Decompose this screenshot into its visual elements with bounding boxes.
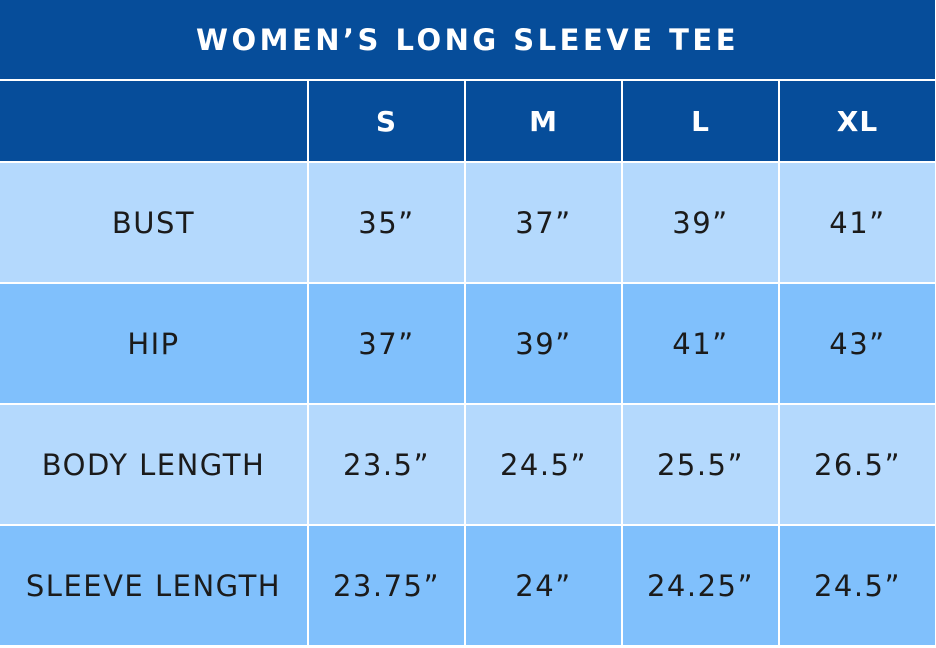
- header-corner-cell: [0, 81, 307, 161]
- sleeve-length-xl-cell: 24.5”: [780, 526, 935, 645]
- row-label-bust: BUST: [0, 163, 307, 282]
- row-label-body-length: BODY LENGTH: [0, 405, 307, 524]
- size-table: S M L XL BUST 35” 37” 39” 41” HIP 37” 39…: [0, 81, 935, 645]
- hip-m-cell: 39”: [466, 284, 621, 403]
- chart-title: WOMEN’S LONG SLEEVE TEE: [195, 22, 740, 57]
- title-bar: WOMEN’S LONG SLEEVE TEE: [0, 0, 935, 79]
- body-length-s-cell: 23.5”: [309, 405, 464, 524]
- hip-xl-cell: 43”: [780, 284, 935, 403]
- sleeve-length-m-cell: 24”: [466, 526, 621, 645]
- body-length-xl-cell: 26.5”: [780, 405, 935, 524]
- column-header-s: S: [309, 81, 464, 161]
- hip-l-cell: 41”: [623, 284, 778, 403]
- bust-s-cell: 35”: [309, 163, 464, 282]
- sleeve-length-s-cell: 23.75”: [309, 526, 464, 645]
- hip-s-cell: 37”: [309, 284, 464, 403]
- bust-xl-cell: 41”: [780, 163, 935, 282]
- bust-l-cell: 39”: [623, 163, 778, 282]
- body-length-m-cell: 24.5”: [466, 405, 621, 524]
- row-label-sleeve-length: SLEEVE LENGTH: [0, 526, 307, 645]
- column-header-l: L: [623, 81, 778, 161]
- sleeve-length-l-cell: 24.25”: [623, 526, 778, 645]
- column-header-m: M: [466, 81, 621, 161]
- column-header-xl: XL: [780, 81, 935, 161]
- body-length-l-cell: 25.5”: [623, 405, 778, 524]
- row-label-hip: HIP: [0, 284, 307, 403]
- bust-m-cell: 37”: [466, 163, 621, 282]
